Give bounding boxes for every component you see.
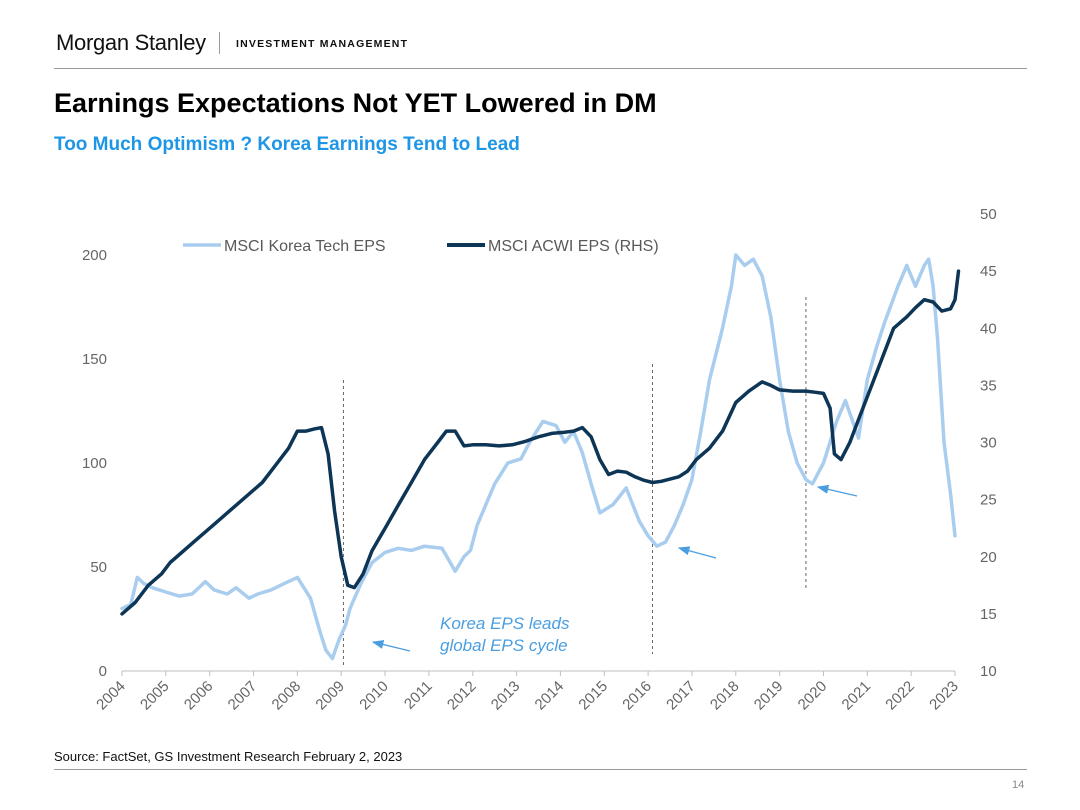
series	[120, 253, 961, 661]
series-line-korea-tech-eps	[120, 253, 957, 661]
x-tick-label: 2020	[795, 678, 831, 714]
y-left-tick-label: 150	[82, 351, 107, 368]
y-right-tick-label: 40	[980, 320, 997, 337]
x-tick-label: 2004	[93, 678, 129, 714]
legend: MSCI Korea Tech EPS MSCI ACWI EPS (RHS)	[183, 238, 659, 255]
footer-rule	[54, 769, 1027, 770]
x-tick-label: 2010	[356, 678, 392, 714]
annotation-line-1: Korea EPS leads	[440, 614, 570, 633]
y-left-tick-label: 200	[82, 247, 107, 264]
legend-acwi-label: MSCI ACWI EPS (RHS)	[488, 238, 659, 255]
y-right-tick-label: 10	[980, 663, 997, 680]
x-tick-label: 2013	[488, 678, 524, 714]
x-tick-label: 2023	[926, 678, 962, 714]
brand-logo: Morgan Stanley	[56, 30, 206, 55]
x-tick-label: 2009	[312, 678, 348, 714]
legend-korea-label: MSCI Korea Tech EPS	[224, 238, 386, 255]
x-tick-label: 2019	[751, 678, 787, 714]
x-tick-label: 2014	[532, 678, 568, 714]
annotation-arrow-2016	[677, 546, 717, 559]
page-number: 14	[1012, 779, 1025, 791]
y-right-tick-label: 25	[980, 492, 997, 509]
x-tick-label: 2008	[269, 678, 305, 714]
header-divider	[219, 32, 220, 54]
x-tick-label: 2022	[882, 678, 918, 714]
y-right-tick-label: 45	[980, 263, 997, 280]
y-left-tick-label: 100	[82, 455, 107, 472]
x-tick-label: 2016	[619, 678, 655, 714]
y-right-tick-label: 20	[980, 549, 997, 566]
division-label: INVESTMENT MANAGEMENT	[236, 38, 409, 50]
x-tick-label: 2011	[401, 678, 436, 713]
x-tick-label: 2005	[137, 678, 173, 714]
series-line-acwi-eps	[120, 269, 961, 616]
y-right-tick-label: 15	[980, 606, 997, 623]
annotation-arrow-2020	[816, 484, 858, 497]
y-right-tick-label: 50	[980, 206, 997, 223]
y-right-tick-label: 35	[980, 377, 997, 394]
page-title: Earnings Expectations Not YET Lowered in…	[54, 88, 657, 118]
x-tick-label: 2006	[181, 678, 217, 714]
y-left-tick-label: 0	[99, 663, 107, 680]
annotation-arrow-2009	[371, 640, 411, 652]
x-tick-label: 2018	[707, 678, 743, 714]
y-left-tick-label: 50	[90, 559, 107, 576]
x-tick-label: 2007	[225, 678, 261, 714]
x-tick-label: 2012	[444, 678, 480, 714]
vertical-markers	[342, 297, 807, 668]
x-tick-label: 2021	[839, 678, 875, 714]
annotation-line-2: global EPS cycle	[440, 636, 568, 655]
x-tick-label: 2017	[663, 678, 699, 714]
source-note: Source: FactSet, GS Investment Research …	[54, 749, 403, 764]
annotation: Korea EPS leads global EPS cycle	[371, 484, 858, 655]
page-subtitle: Too Much Optimism ? Korea Earnings Tend …	[54, 134, 520, 155]
header-rule	[54, 68, 1027, 69]
x-tick-label: 2015	[575, 678, 611, 714]
y-right-tick-label: 30	[980, 435, 997, 452]
